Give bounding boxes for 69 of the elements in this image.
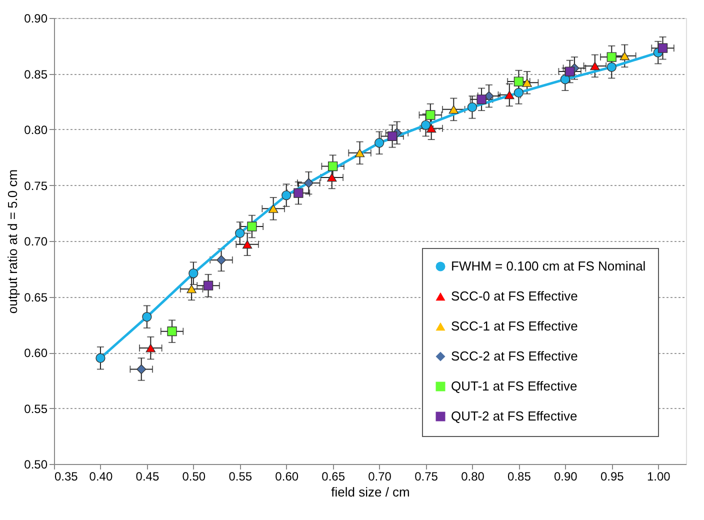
- x-tick-label: 0.45: [136, 470, 160, 484]
- point: [387, 131, 398, 142]
- x-tick-label: 0.85: [508, 470, 532, 484]
- y-tick-label: 0.90: [24, 12, 48, 26]
- point: [142, 312, 152, 322]
- point: [426, 110, 436, 120]
- point: [167, 326, 177, 336]
- point: [247, 222, 257, 232]
- point: [235, 228, 245, 238]
- legend-label: SCC-0 at FS Effective: [451, 288, 578, 304]
- point: [560, 74, 570, 84]
- point: [294, 188, 304, 198]
- point: [620, 52, 630, 60]
- x-tick-label: 0.95: [600, 470, 624, 484]
- x-tick-label: 0.40: [89, 470, 113, 484]
- y-tick-label: 0.60: [24, 346, 48, 360]
- point: [96, 353, 106, 363]
- x-tick-label: 0.35: [54, 470, 78, 484]
- legend-label: SCC-1 at FS Effective: [451, 318, 578, 334]
- point: [606, 62, 616, 72]
- point: [304, 178, 314, 188]
- x-tick-label: 0.55: [228, 470, 252, 484]
- y-tick-label: 0.75: [24, 178, 48, 193]
- point: [374, 138, 384, 148]
- legend-label: QUT-2 at FS Effective: [451, 408, 578, 424]
- point: [476, 94, 486, 104]
- x-tick-label: 0.65: [322, 470, 346, 484]
- point: [136, 364, 146, 374]
- x-tick-label: 0.70: [368, 470, 392, 484]
- x-tick-label: 0.75: [414, 470, 438, 484]
- point: [203, 280, 214, 290]
- x-tick-label: 0.60: [275, 470, 299, 484]
- point: [354, 148, 365, 158]
- x-tick-label: 0.50: [182, 470, 206, 484]
- x-tick-label: 1.00: [646, 470, 671, 484]
- x-tick-label: 0.90: [554, 470, 578, 484]
- legend-label: FWHM = 0.100 cm at FS Nominal: [451, 258, 646, 274]
- legend-label: SCC-2 at FS Effective: [451, 348, 578, 364]
- point: [504, 90, 514, 100]
- y-tick-label: 0.65: [24, 290, 48, 304]
- point: [658, 43, 668, 53]
- point: [606, 52, 616, 62]
- point: [590, 62, 600, 70]
- point: [514, 76, 524, 86]
- point: [328, 161, 338, 172]
- y-tick-label: 0.80: [24, 123, 48, 137]
- point: [420, 120, 431, 130]
- y-tick-label: 0.70: [24, 234, 48, 248]
- point: [467, 102, 478, 112]
- point: [268, 204, 278, 213]
- y-axis-title: output ratio at d = 5.0 cm: [5, 169, 20, 314]
- point: [188, 268, 198, 278]
- y-tick-label: 0.85: [24, 67, 48, 82]
- point: [282, 190, 292, 200]
- point: [146, 344, 156, 352]
- x-tick-label: 0.80: [461, 470, 485, 484]
- x-axis-title: field size / cm: [331, 484, 410, 500]
- y-tick-label: 0.55: [24, 402, 48, 416]
- point: [327, 173, 337, 182]
- point: [186, 284, 196, 294]
- point: [565, 66, 575, 76]
- point: [216, 255, 226, 265]
- point: [514, 88, 524, 98]
- y-tick-label: 0.50: [24, 458, 48, 472]
- point: [522, 78, 532, 87]
- point: [448, 105, 458, 114]
- legend-label: QUT-1 at FS Effective: [451, 378, 578, 394]
- point: [242, 240, 252, 249]
- point: [426, 124, 436, 133]
